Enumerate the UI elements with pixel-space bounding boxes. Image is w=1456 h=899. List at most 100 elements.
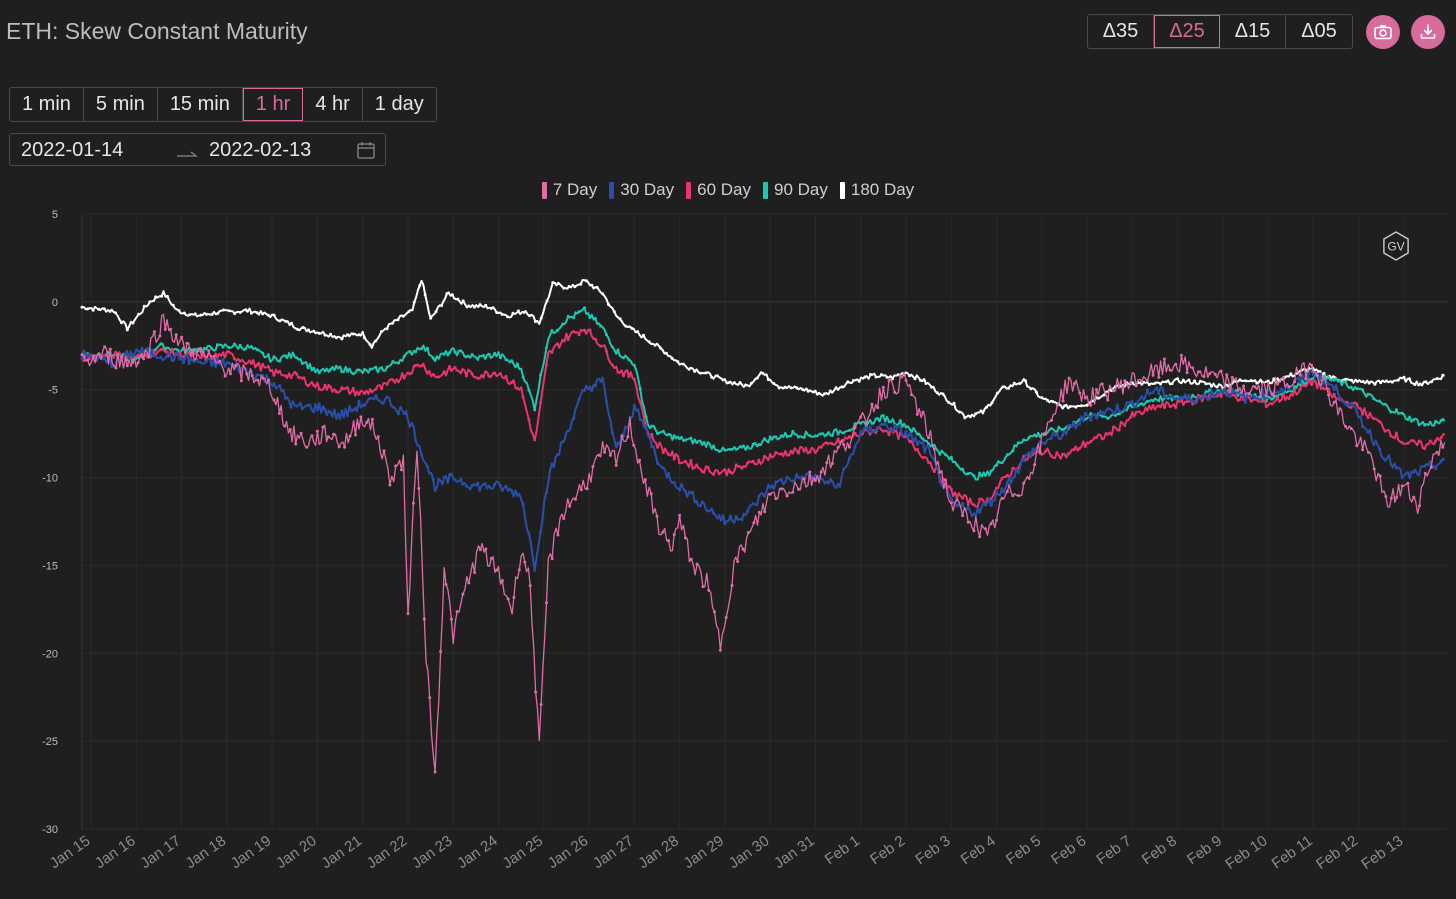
series-point-60-day (689, 459, 693, 462)
series-point-60-day (1106, 432, 1110, 436)
series-point-7-day (724, 616, 728, 619)
series-point-60-day (437, 375, 441, 379)
series-point-60-day (1174, 406, 1178, 409)
series-point-180-day (1441, 373, 1445, 377)
series-point-30-day (729, 514, 732, 518)
series-point-90-day (978, 471, 982, 475)
interval-1hr-button[interactable]: 1 hr (242, 88, 304, 121)
series-point-60-day (1264, 405, 1268, 409)
series-point-60-day (842, 438, 846, 442)
series-point-90-day (464, 355, 468, 359)
legend-item-180-day[interactable]: 180 Day (839, 180, 914, 200)
series-point-180-day (216, 311, 220, 315)
series-point-60-day (650, 432, 654, 436)
series-point-60-day (1162, 406, 1166, 410)
interval-1min-button[interactable]: 1 min (10, 88, 84, 121)
series-point-180-day (1407, 377, 1411, 381)
series-point-90-day (165, 346, 168, 350)
series-point-7-day (1298, 373, 1302, 377)
series-point-90-day (667, 432, 671, 436)
series-point-30-day (283, 396, 287, 400)
delta-15-button[interactable]: Δ15 (1220, 15, 1286, 48)
series-point-7-day (1072, 382, 1076, 386)
series-point-90-day (689, 436, 693, 440)
series-point-30-day (425, 464, 429, 468)
date-end-input[interactable]: 2022-02-13 (209, 139, 312, 161)
legend-item-7-day[interactable]: 7 Day (541, 180, 597, 200)
series-point-180-day (908, 374, 912, 378)
x-tick-label: Feb 2 (867, 832, 908, 868)
series-point-90-day (1005, 453, 1009, 457)
screenshot-button[interactable] (1366, 15, 1400, 49)
series-point-60-day (706, 465, 710, 469)
interval-4hr-button[interactable]: 4 hr (303, 88, 363, 121)
series-point-7-day (484, 547, 488, 551)
legend-item-30-day[interactable]: 30 Day (609, 180, 674, 200)
series-point-60-day (278, 369, 282, 373)
series-point-30-day (610, 431, 614, 434)
date-range-picker[interactable]: 2022-01-14 2022-02-13 (9, 133, 386, 166)
delta-25-button[interactable]: Δ25 (1154, 15, 1220, 48)
x-tick-label: Feb 11 (1269, 832, 1316, 872)
x-tick-label: Feb 5 (1003, 832, 1044, 868)
series-point-7-day (1022, 481, 1026, 485)
series-point-90-day (215, 343, 219, 347)
series-point-180-day (391, 321, 395, 325)
series-point-7-day (1400, 484, 1404, 488)
series-point-7-day (512, 595, 516, 599)
legend-item-90-day[interactable]: 90 Day (762, 180, 828, 200)
interval-1day-button[interactable]: 1 day (374, 93, 424, 115)
delta-05-button[interactable]: Δ05 (1301, 20, 1337, 42)
series-point-90-day (859, 421, 863, 425)
series-point-30-day (813, 473, 817, 477)
series-point-180-day (624, 324, 628, 328)
series-point-7-day (1225, 373, 1229, 377)
delta-35-button[interactable]: Δ35 (1088, 15, 1154, 48)
series-point-60-day (599, 344, 603, 348)
calendar-icon[interactable] (357, 141, 375, 159)
series-point-30-day (363, 404, 367, 407)
series-point-30-day (572, 416, 576, 420)
series-point-90-day (1332, 378, 1336, 382)
series-point-30-day (453, 478, 457, 482)
series-point-7-day (1281, 376, 1285, 380)
series-point-180-day (1018, 382, 1022, 385)
series-point-30-day (774, 480, 778, 484)
series-point-60-day (791, 451, 795, 455)
series-point-30-day (1100, 410, 1104, 414)
interval-5min-button[interactable]: 5 min (84, 88, 158, 121)
series-point-180-day (749, 381, 753, 385)
series-point-7-day (574, 497, 577, 501)
series-point-7-day (1202, 375, 1206, 378)
series-point-60-day (170, 347, 174, 351)
date-start-input[interactable]: 2022-01-14 (21, 139, 124, 161)
legend-item-60-day[interactable]: 60 Day (686, 180, 751, 200)
series-point-7-day (359, 415, 363, 419)
series-point-7-day (422, 617, 426, 621)
series-point-7-day (495, 568, 499, 572)
series-point-180-day (710, 375, 714, 379)
series-point-7-day (859, 415, 863, 419)
series-point-7-day (898, 374, 902, 378)
series-point-7-day (701, 585, 705, 589)
legend-swatch (609, 181, 615, 199)
series-point-90-day (808, 434, 812, 438)
series-point-180-day (941, 392, 945, 396)
series-point-30-day (938, 480, 942, 484)
download-button[interactable] (1411, 15, 1445, 49)
series-point-30-day (1072, 421, 1076, 425)
x-tick-label: Jan 25 (499, 832, 546, 872)
series-point-180-day (930, 385, 934, 389)
series-point-180-day (772, 382, 776, 385)
series-point-90-day (266, 353, 270, 357)
series-point-180-day (301, 326, 305, 329)
series-point-180-day (755, 376, 759, 380)
series-point-180-day (885, 375, 889, 379)
series-point-90-day (740, 445, 744, 449)
interval-15min-button[interactable]: 15 min (158, 88, 243, 121)
series-point-60-day (1394, 431, 1398, 435)
series-point-7-day (1095, 388, 1098, 391)
series-point-30-day (887, 428, 891, 432)
series-point-90-day (1378, 399, 1381, 403)
